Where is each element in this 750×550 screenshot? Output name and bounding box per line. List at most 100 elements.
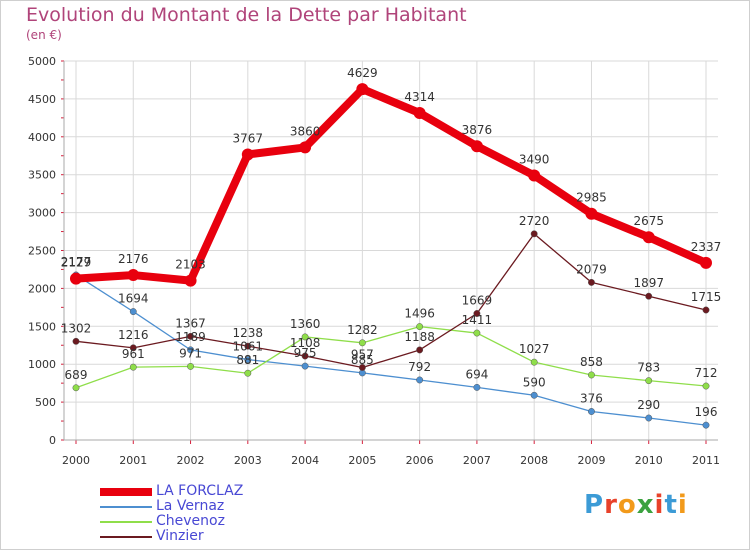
data-label: 1496: [404, 307, 435, 321]
data-label: 2177: [61, 255, 92, 269]
data-label: 2176: [118, 252, 149, 266]
logo-letter: P: [584, 490, 605, 520]
data-label: 1367: [175, 316, 206, 330]
legend-label: LA FORCLAZ: [156, 483, 244, 499]
data-point: [642, 231, 655, 244]
legend-swatch: [100, 488, 152, 496]
data-label: 290: [637, 398, 660, 412]
data-label: 2079: [576, 262, 607, 276]
x-tick-label: 2003: [234, 454, 262, 467]
data-point: [530, 391, 538, 399]
data-label: 376: [580, 391, 603, 405]
legend-swatch: [100, 536, 152, 538]
data-point: [301, 333, 309, 341]
data-label: 885: [351, 353, 374, 367]
data-label: 1216: [118, 328, 149, 342]
x-tick-label: 2000: [62, 454, 90, 467]
data-label: 2337: [691, 240, 722, 254]
data-point: [301, 352, 309, 360]
data-point: [473, 329, 481, 337]
data-label: 1360: [290, 317, 321, 331]
legend-label: Vinzier: [156, 528, 204, 544]
x-tick-label: 2008: [520, 454, 548, 467]
data-label: 3767: [233, 131, 264, 145]
y-tick-label: 2000: [28, 282, 56, 295]
data-label: 975: [294, 346, 317, 360]
data-point: [72, 337, 80, 345]
data-label: 1238: [233, 326, 264, 340]
data-point: [416, 346, 424, 354]
y-tick-label: 2500: [28, 245, 56, 258]
data-label: 1188: [404, 330, 435, 344]
data-point: [645, 377, 653, 385]
data-label: 689: [65, 368, 88, 382]
data-point: [645, 414, 653, 422]
axes: 0 500 1000 1500 2000 2500 3000 3500 4000 4500 5000…: [28, 55, 720, 467]
data-label: 1027: [519, 342, 550, 356]
data-point: [187, 346, 194, 354]
data-point: [358, 364, 366, 371]
data-label: 961: [122, 347, 145, 361]
data-point: [70, 272, 82, 285]
data-point: [645, 292, 653, 300]
data-point: [528, 169, 541, 182]
logo-letter: o: [617, 490, 637, 520]
data-point: [416, 323, 424, 331]
data-label: 1108: [290, 336, 321, 350]
data-label: 1897: [633, 276, 664, 290]
data-label: 712: [695, 366, 718, 380]
data-point: [72, 384, 80, 392]
logo-letter: x: [636, 490, 655, 520]
data-point: [244, 342, 252, 350]
data-label: 1715: [691, 290, 722, 304]
series-lines: [70, 83, 712, 429]
data-label: 3490: [519, 152, 550, 166]
data-point: [356, 83, 369, 96]
data-label: 2720: [519, 214, 550, 228]
y-tick-label: 1000: [28, 358, 56, 371]
data-point: [473, 310, 481, 317]
y-tick-label: 4500: [28, 93, 56, 106]
data-label: 694: [465, 367, 488, 381]
data-point: [588, 371, 595, 379]
x-tick-label: 2011: [692, 454, 720, 467]
legend-label: Chevenoz: [156, 513, 225, 529]
proxiti-logo: Proxiti: [584, 490, 688, 520]
y-tick-label: 3000: [28, 207, 56, 220]
y-tick-label: 4000: [28, 131, 56, 144]
legend-swatch: [100, 521, 152, 523]
data-point: [301, 362, 309, 370]
data-point: [358, 339, 366, 347]
x-tick-label: 2005: [348, 454, 376, 467]
data-label: 4314: [404, 90, 435, 104]
data-point: [129, 344, 137, 352]
legend-label: La Vernaz: [156, 498, 225, 514]
data-label: 858: [580, 355, 603, 369]
data-label: 1302: [61, 321, 92, 335]
x-tick-label: 2007: [463, 454, 491, 467]
data-point: [702, 382, 710, 390]
data-label: 4629: [347, 66, 378, 80]
data-point: [184, 274, 197, 287]
data-point: [129, 308, 137, 316]
grid: [64, 60, 718, 441]
data-point: [473, 383, 481, 391]
data-point: [700, 256, 712, 269]
data-point: [530, 358, 538, 366]
data-point: [530, 230, 538, 238]
x-tick-label: 2006: [406, 454, 434, 467]
legend-swatch: [100, 506, 152, 508]
data-point: [702, 306, 710, 314]
y-tick-label: 0: [49, 434, 56, 447]
data-label: 1694: [118, 292, 149, 306]
data-label: 792: [408, 360, 431, 374]
data-point: [129, 363, 137, 371]
data-label: 957: [351, 347, 374, 361]
data-label: 2103: [175, 258, 206, 272]
data-point: [244, 356, 252, 364]
data-label: 1411: [462, 313, 493, 327]
logo-letter: i: [654, 490, 665, 520]
data-labels: 2177 1694 1189 1061 975 885 792 694 590 376 290 196…: [61, 66, 722, 419]
data-point: [127, 269, 140, 282]
x-tick-label: 2004: [291, 454, 319, 467]
